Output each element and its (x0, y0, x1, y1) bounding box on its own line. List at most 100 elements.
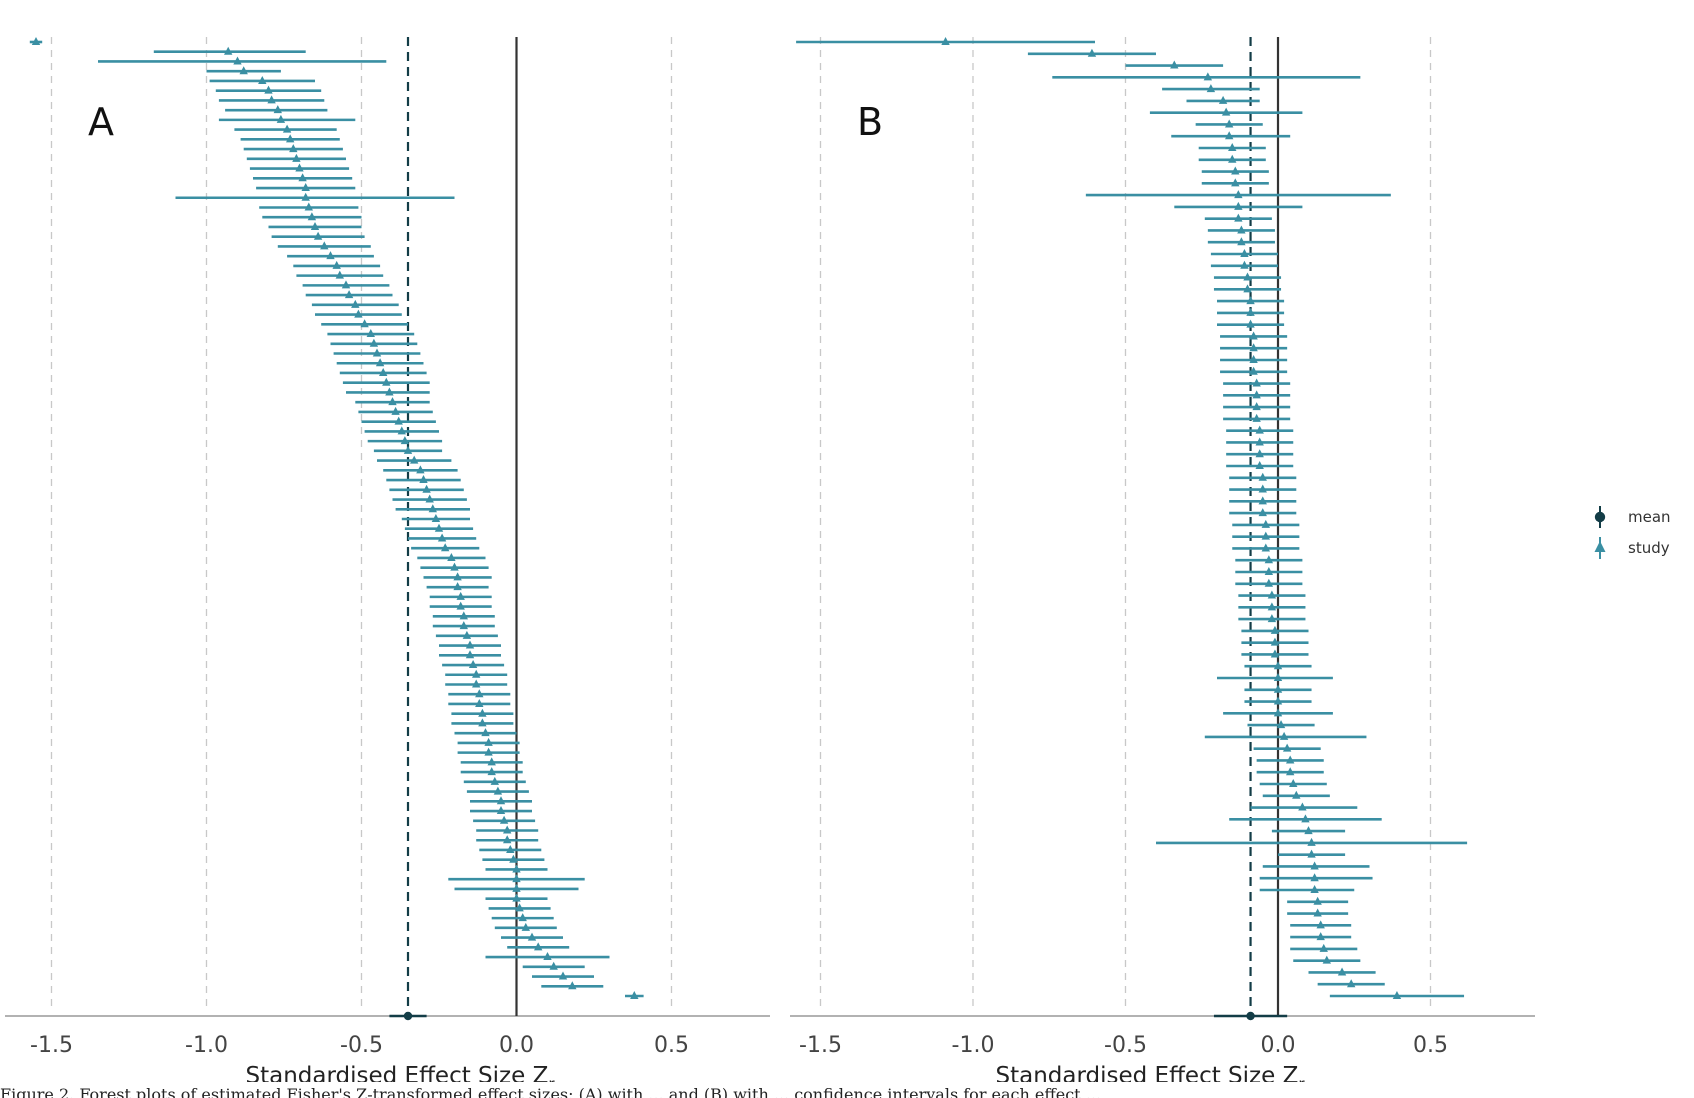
study-row (1204, 731, 1367, 740)
study-point (1246, 296, 1255, 305)
study-row (1207, 237, 1275, 246)
study-row (473, 815, 536, 824)
study-row (361, 416, 436, 425)
study-row (277, 241, 371, 250)
study-point (941, 37, 950, 45)
study-row (1259, 885, 1355, 893)
study-point (503, 835, 512, 844)
study-point (1319, 943, 1328, 952)
study-point (292, 153, 301, 162)
study-point (481, 728, 490, 737)
study-point (1264, 578, 1274, 587)
study-row (1262, 790, 1330, 799)
study-point (1267, 614, 1277, 623)
study-row (1226, 425, 1294, 434)
study-row (1271, 826, 1346, 835)
x-axis-label-main: Standardised Effect Size Z (245, 1063, 548, 1082)
study-row (448, 689, 511, 698)
study-point (301, 183, 310, 192)
study-row (287, 251, 374, 260)
study-row (1250, 802, 1358, 811)
study-row (1290, 943, 1358, 952)
study-point (1228, 143, 1237, 151)
study-row (346, 387, 430, 396)
study-row (1027, 48, 1156, 57)
study-row (491, 913, 554, 922)
figure-caption: Figure 2. Forest plots of estimated Fish… (0, 1085, 1101, 1098)
study-point (527, 932, 537, 941)
study-row (175, 192, 455, 201)
study-row (1238, 614, 1306, 623)
study-row (488, 903, 551, 912)
study-point (1322, 955, 1331, 964)
study-row (411, 543, 480, 552)
study-point (425, 494, 434, 503)
study-point (1234, 213, 1243, 222)
study-point (1273, 696, 1283, 705)
study-point (1273, 661, 1283, 670)
study-row (501, 932, 563, 941)
study-row (485, 864, 548, 873)
study-point (1246, 307, 1255, 316)
study-row (377, 455, 452, 464)
study-point (1255, 461, 1264, 469)
panel-label: B (857, 100, 883, 144)
study-row (153, 46, 306, 55)
study-row (225, 105, 328, 114)
study-point (478, 708, 487, 717)
study-row (1162, 84, 1260, 93)
study-row (460, 757, 523, 766)
study-point (1225, 131, 1234, 140)
study-row (796, 37, 1095, 45)
study-row (1217, 307, 1285, 316)
study-point (468, 660, 478, 669)
study-row (1220, 331, 1288, 340)
study-row (401, 514, 470, 522)
panel-label: A (88, 100, 114, 144)
x-axis-label: Standardised Effect Size Zr (245, 1063, 555, 1082)
study-point (478, 718, 487, 727)
study-point (351, 299, 360, 308)
study-row (1186, 95, 1260, 104)
study-point (1252, 378, 1261, 387)
study-row (339, 367, 427, 376)
study-point (416, 465, 425, 474)
study-row (253, 173, 353, 182)
study-row (1232, 531, 1300, 540)
study-row (1244, 684, 1312, 693)
study-row (1213, 272, 1282, 281)
study-row (311, 299, 399, 308)
study-row (1241, 637, 1309, 646)
study-row (1223, 402, 1291, 411)
study-row (432, 621, 495, 630)
study-point (512, 874, 521, 883)
study-point (447, 552, 456, 561)
study-row (466, 786, 529, 795)
study-point (1228, 154, 1237, 163)
study-row (1195, 119, 1263, 128)
study-point (506, 844, 515, 853)
study-row (367, 436, 443, 445)
study-point (1170, 60, 1179, 69)
study-point (286, 134, 295, 143)
legend-label: mean (1628, 508, 1671, 526)
study-point (1273, 708, 1283, 717)
study-row (1226, 449, 1294, 458)
study-point (1255, 437, 1264, 446)
study-row (1223, 708, 1333, 717)
study-point (239, 66, 248, 75)
study-point (375, 358, 385, 367)
study-point (289, 144, 298, 153)
study-point (1087, 48, 1097, 57)
study-row (1287, 908, 1349, 917)
study-row (1290, 932, 1352, 941)
study-row (1244, 696, 1312, 705)
study-point (456, 591, 465, 600)
study-point (568, 981, 577, 990)
study-row (321, 319, 408, 328)
study-row (476, 835, 539, 844)
study-point (1243, 284, 1252, 293)
study-row (408, 533, 477, 542)
study-point (276, 114, 286, 123)
